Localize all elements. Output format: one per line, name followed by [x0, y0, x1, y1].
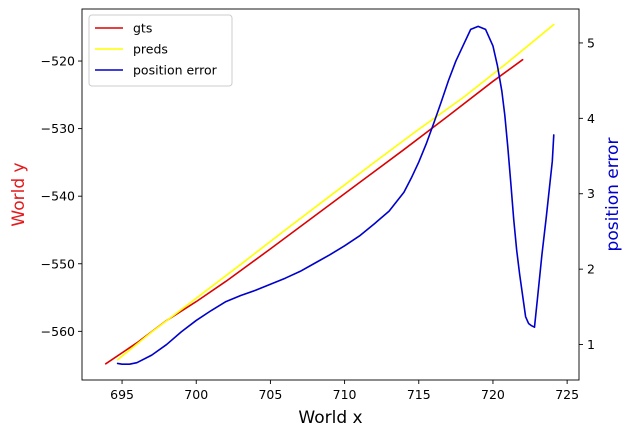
series-line-3 [116, 25, 555, 365]
legend-label: preds [133, 42, 168, 57]
y-right-tick-label: 4 [587, 111, 595, 126]
series-line-1 [104, 58, 524, 365]
x-tick-label: 720 [481, 387, 505, 402]
y-left-tick-label: −560 [41, 324, 75, 339]
plot-frame [81, 8, 580, 381]
y-right-tick-label: 2 [587, 262, 595, 277]
legend-box [88, 14, 233, 87]
y-left-tick-label: −530 [41, 121, 75, 136]
y-right-axis-label: position error [603, 138, 623, 252]
legend-label: position error [133, 63, 218, 78]
y-left-tick-label: −520 [41, 54, 75, 69]
x-tick-label: 695 [110, 387, 134, 402]
y-right-tick-label: 5 [587, 35, 595, 50]
y-right-tick-label: 3 [587, 186, 595, 201]
x-tick-label: 705 [258, 387, 282, 402]
y-left-axis-label: World y [9, 162, 29, 226]
y-left-tick-label: −550 [41, 256, 75, 271]
legend-label: gts [133, 21, 152, 36]
y-left-tick-label: −540 [41, 189, 75, 204]
x-tick-label: 725 [555, 387, 579, 402]
y-right-tick-label: 1 [587, 337, 595, 352]
series-line-2 [116, 23, 555, 361]
legend: gts preds position error [88, 14, 233, 87]
plot-area [104, 23, 555, 365]
x-tick-label: 710 [333, 387, 357, 402]
x-tick-label: 700 [184, 387, 208, 402]
x-tick-label: 715 [407, 387, 431, 402]
x-axis-label: World x [298, 408, 362, 428]
axes: 695 700 705 710 715 720 725 −560 −550 −540 −530 −52… [9, 8, 623, 428]
